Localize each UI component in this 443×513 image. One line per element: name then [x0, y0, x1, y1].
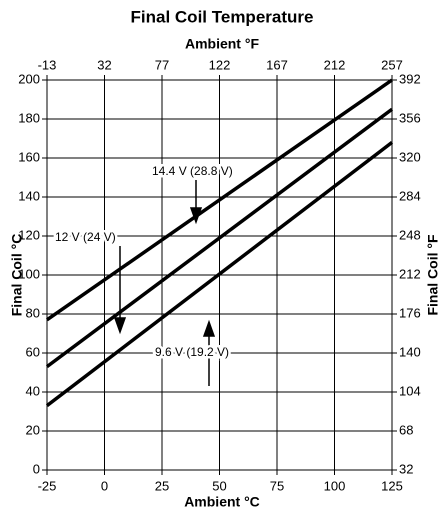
y-tick-label: 120 [18, 227, 40, 242]
series-line [45, 107, 394, 369]
y2-tick-label: 356 [399, 110, 421, 125]
y-tick-label: 60 [26, 344, 40, 359]
x-tick-label: -25 [38, 478, 57, 493]
x-axis-label: Ambient °C [184, 494, 260, 510]
y-tick-label: 160 [18, 149, 40, 164]
y2-tick-label: 284 [399, 188, 421, 203]
y2-tick-label: 104 [399, 383, 421, 398]
y2-tick-label: 68 [399, 422, 413, 437]
series-line [45, 141, 394, 408]
y2-tick-label: 320 [399, 149, 421, 164]
x2-tick-label: 167 [266, 57, 288, 72]
y2-tick-label: 176 [399, 305, 421, 320]
y-axis-label: Final Coil °C [9, 234, 25, 317]
y2-tick-label: 212 [399, 266, 421, 281]
x-tick-label: 125 [381, 478, 403, 493]
x-tick-label: 75 [270, 478, 284, 493]
x-tick-label: 25 [155, 478, 169, 493]
x2-tick-label: 122 [209, 57, 231, 72]
y2-tick-label: 248 [399, 227, 421, 242]
y-tick-label: 20 [26, 422, 40, 437]
y-tick-label: 80 [26, 305, 40, 320]
y-tick-label: 40 [26, 383, 40, 398]
y-tick-label: 100 [18, 266, 40, 281]
x2-tick-label: 257 [381, 57, 403, 72]
arrowhead [202, 319, 216, 337]
arrowhead [113, 317, 127, 335]
plot: -25 0 25 50 75 100 125 -13 32 77 122 167 212 257 0 20 40… [18, 57, 420, 493]
y-tick-label: 200 [18, 71, 40, 86]
x2-tick-label: 32 [97, 57, 111, 72]
x2-tick-label: -13 [38, 57, 57, 72]
series-line [46, 78, 393, 322]
x2-tick-label: 77 [155, 57, 169, 72]
series-label: 9.6 V (19.2 V) [155, 345, 229, 359]
y2-tick-label: 140 [399, 344, 421, 359]
x-tick-label: 0 [101, 478, 108, 493]
y-tick-label: 140 [18, 188, 40, 203]
y2-tick-label: 32 [399, 461, 413, 476]
arrowhead [189, 207, 203, 225]
y-tick-label: 0 [33, 461, 40, 476]
series-label: 14.4 V (28.8 V) [152, 164, 233, 178]
y2-tick-label: 392 [399, 71, 421, 86]
y2-axis-label: Final Coil °F [425, 234, 441, 315]
x2-axis-label: Ambient °F [185, 36, 259, 52]
series-label: 12 V (24 V) [55, 230, 116, 244]
x-tick-label: 50 [212, 478, 226, 493]
chart-title: Final Coil Temperature [131, 7, 314, 26]
y-tick-label: 180 [18, 110, 40, 125]
x-tick-label: 100 [324, 478, 346, 493]
annotation-arrows [113, 180, 216, 386]
x2-tick-label: 212 [324, 57, 346, 72]
